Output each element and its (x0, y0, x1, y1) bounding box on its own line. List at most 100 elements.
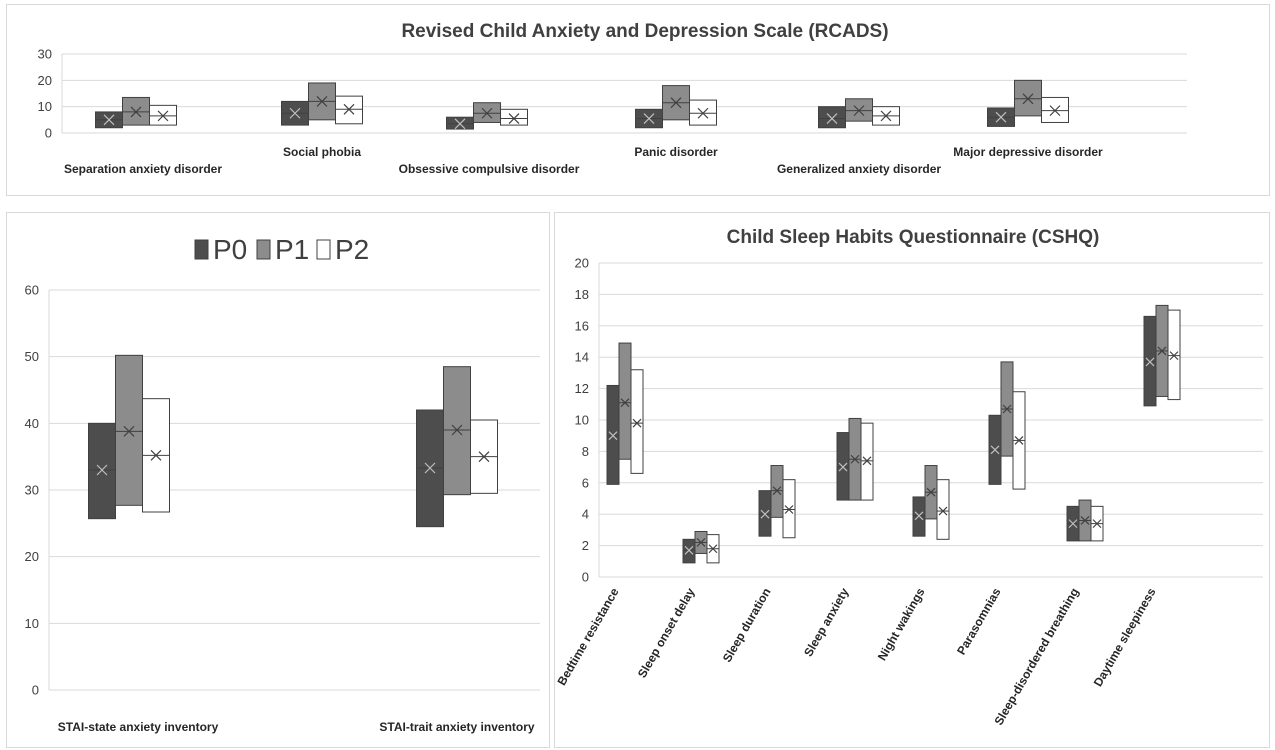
category-label: Sleep duration (720, 586, 774, 665)
category-label: Separation anxiety disorder (64, 162, 222, 176)
legend-label-p1: P1 (275, 234, 309, 265)
mean-marker-p1 (481, 107, 493, 119)
category-label: STAI-state anxiety inventory (58, 720, 219, 734)
box-p0-stai-state-anxiety-inventory (88, 422, 116, 520)
mean-marker-p0 (684, 545, 694, 555)
mean-marker-p2 (1169, 351, 1179, 361)
mean-marker-p1 (926, 487, 936, 497)
category-label: Obsessive compulsive disorder (399, 162, 580, 176)
mean-marker-p1 (130, 106, 142, 118)
y-tick-label: 10 (575, 413, 589, 428)
mean-marker-p0 (454, 118, 466, 130)
mean-marker-p1 (696, 538, 706, 547)
y-tick-label: 30 (38, 47, 52, 62)
category-label: Sleep-disordered breathing (991, 586, 1081, 728)
legend-swatch-p1 (256, 239, 271, 260)
y-tick-label: 0 (582, 570, 589, 585)
mean-marker-p2 (784, 505, 794, 514)
category-label: Parasomnias (954, 585, 1004, 657)
mean-marker-p0 (995, 111, 1007, 123)
mean-marker-p0 (289, 107, 301, 119)
mean-marker-p2 (632, 418, 642, 428)
y-tick-label: 20 (575, 256, 589, 271)
legend-swatch-p2 (316, 239, 331, 260)
mean-marker-p1 (853, 105, 865, 117)
mean-marker-p2 (343, 103, 355, 115)
y-tick-label: 16 (575, 318, 589, 333)
y-tick-label: 6 (582, 475, 589, 490)
mean-marker-p2 (880, 110, 892, 122)
stai-chart-panel: P0 P1 P2 0 10 20 30 40 50 60 STAI-state anxiety i… (6, 212, 550, 748)
category-label: Generalized anxiety disorder (777, 162, 941, 176)
y-tick-label: 20 (38, 73, 52, 88)
mean-marker-p0 (608, 431, 618, 441)
y-tick-label: 4 (582, 507, 589, 522)
mean-marker-p1 (850, 454, 860, 464)
chart-legend: P0 P1 P2 (194, 234, 369, 265)
mean-marker-p0 (838, 462, 848, 472)
mean-marker-p1 (123, 425, 135, 437)
legend-label-p2: P2 (335, 234, 369, 265)
y-tick-label: 10 (25, 616, 39, 631)
box-p0-generalized-anxiety-disorder (818, 106, 846, 129)
mean-marker-p0 (96, 464, 108, 476)
y-tick-label: 14 (575, 350, 589, 365)
mean-marker-p1 (1002, 404, 1012, 414)
box-p1-stai-state-anxiety-inventory (115, 354, 143, 506)
y-tick-label: 60 (25, 283, 39, 298)
mean-marker-p2 (862, 456, 872, 466)
mean-marker-p0 (990, 445, 1000, 455)
mean-marker-p1 (1022, 93, 1034, 105)
y-tick-label: 12 (575, 381, 589, 396)
y-tick-label: 8 (582, 444, 589, 459)
mean-marker-p1 (316, 95, 328, 107)
mean-marker-p1 (1080, 516, 1090, 525)
category-label: Sleep onset delay (635, 585, 698, 680)
category-label: Social phobia (283, 145, 361, 159)
category-label: Sleep anxiety (801, 585, 852, 659)
y-tick-label: 20 (25, 549, 39, 564)
mean-marker-p0 (643, 113, 655, 124)
category-label: STAI-trait anxiety inventory (379, 720, 534, 734)
legend-swatch-p0 (194, 239, 209, 260)
box-p2-obsessive-compulsive-disorder (500, 108, 528, 126)
box-p1-major-depressive-disorder (1014, 79, 1042, 117)
y-tick-label: 30 (25, 483, 39, 498)
mean-marker-p0 (103, 114, 115, 126)
mean-marker-p1 (670, 97, 682, 109)
category-label: Major depressive disorder (953, 145, 1103, 159)
rcads-chart-panel: Revised Child Anxiety and Depression Sca… (6, 4, 1270, 196)
mean-marker-p2 (1092, 519, 1102, 529)
mean-marker-p1 (620, 398, 630, 408)
mean-marker-p0 (424, 462, 436, 474)
y-tick-label: 0 (45, 126, 52, 141)
category-label: Panic disorder (634, 145, 718, 159)
mean-marker-p2 (157, 110, 169, 122)
mean-marker-p2 (1049, 105, 1061, 117)
y-tick-label: 40 (25, 416, 39, 431)
box-p1-bedtime-resistance (618, 342, 632, 460)
box-p2-bedtime-resistance (630, 369, 644, 474)
y-tick-label: 2 (582, 538, 589, 553)
mean-marker-p2 (1014, 435, 1024, 445)
rcads-chart-title: Revised Child Anxiety and Depression Sca… (401, 21, 888, 42)
mean-marker-p2 (938, 506, 948, 516)
legend-label-p0: P0 (213, 234, 247, 265)
mean-marker-p2 (697, 107, 709, 119)
mean-marker-p0 (1068, 519, 1078, 529)
mean-marker-p2 (508, 113, 520, 124)
mean-marker-p1 (451, 424, 463, 436)
mean-marker-p1 (1157, 346, 1167, 356)
category-label: Bedtime resistance (555, 585, 622, 688)
category-label: Daytime sleepiness (1091, 585, 1159, 689)
cshq-chart-panel: Child Sleep Habits Questionnaire (CSHQ) … (554, 212, 1270, 748)
y-tick-label: 0 (32, 683, 39, 698)
cshq-chart-title: Child Sleep Habits Questionnaire (CSHQ) (727, 227, 1100, 248)
category-label: Night wakings (875, 585, 928, 663)
mean-marker-p2 (708, 544, 718, 554)
mean-marker-p0 (826, 113, 838, 124)
box-p2-night-wakings (936, 479, 950, 540)
mean-marker-p0 (1145, 357, 1155, 367)
y-tick-label: 10 (38, 99, 52, 114)
mean-marker-p2 (478, 451, 490, 463)
